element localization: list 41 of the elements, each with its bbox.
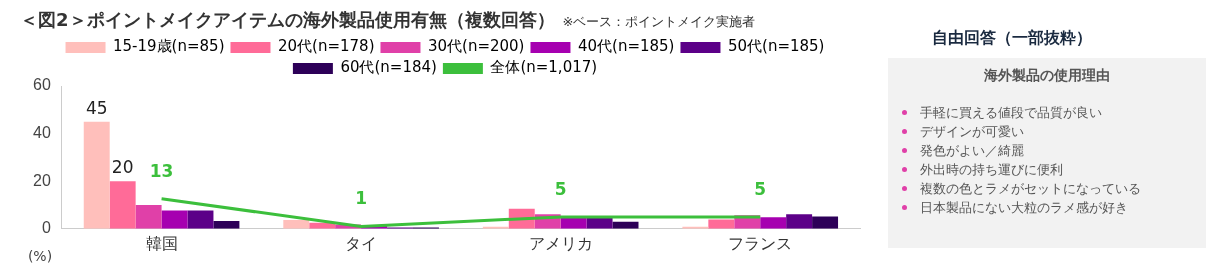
text: 複数の色とラメがセットになっている [920,181,1141,196]
legend-label: 20代(n=178) [277,37,375,56]
text: 手軽に買える値段で品質が良い [920,105,1102,120]
data-label: 45 [85,97,108,118]
bar [187,210,214,229]
text: デザインが可愛い [920,124,1024,139]
legend-label: 全体(n=1,017) [490,58,598,77]
data-label: 1 [355,188,368,209]
legend-label: 15-19歳(n=85) [113,37,225,56]
x-tick-label: フランス [728,234,793,252]
legend-label: 60代(n=184) [340,58,437,77]
y-axis-title: (%) [27,248,53,265]
text: 日本製品にない大粒のラメ感が好き [920,200,1128,215]
y-tick-label: 40 [33,124,51,142]
text: 外出時の持ち運びに便利 [920,162,1063,177]
legend-label: 30代(n=200) [427,37,525,56]
legend-label: 50代(n=185) [727,37,825,56]
bar [161,210,188,229]
y-tick-label: 60 [33,76,51,94]
y-tick-label: 20 [33,171,51,189]
chart-subtitle: ※ベース：ポイントメイク実施者 [562,14,756,29]
data-label: 13 [149,160,174,181]
y-tick-label: 0 [41,219,51,237]
x-tick-label: 韓国 [145,234,178,252]
x-tick-label: タイ [345,234,378,252]
bar [283,219,310,229]
text: 自由回答（一部抜粋） [932,28,1092,49]
x-tick-label: アメリカ [528,234,593,252]
data-label: 5 [754,178,767,199]
bar [109,181,136,229]
chart-title: ＜図2＞ポイントメイクアイテムの海外製品使用有無（複数回答） [20,9,555,30]
bar [83,121,110,229]
bar [786,214,813,229]
legend-label: 40代(n=185) [577,37,675,56]
bar [135,205,162,229]
bar [812,216,839,229]
bar [760,217,787,229]
data-label: 5 [554,178,567,199]
text: 海外製品の使用理由 [983,67,1111,85]
data-label: 20 [111,157,134,178]
text: 発色がよい／綺麗 [920,143,1024,158]
